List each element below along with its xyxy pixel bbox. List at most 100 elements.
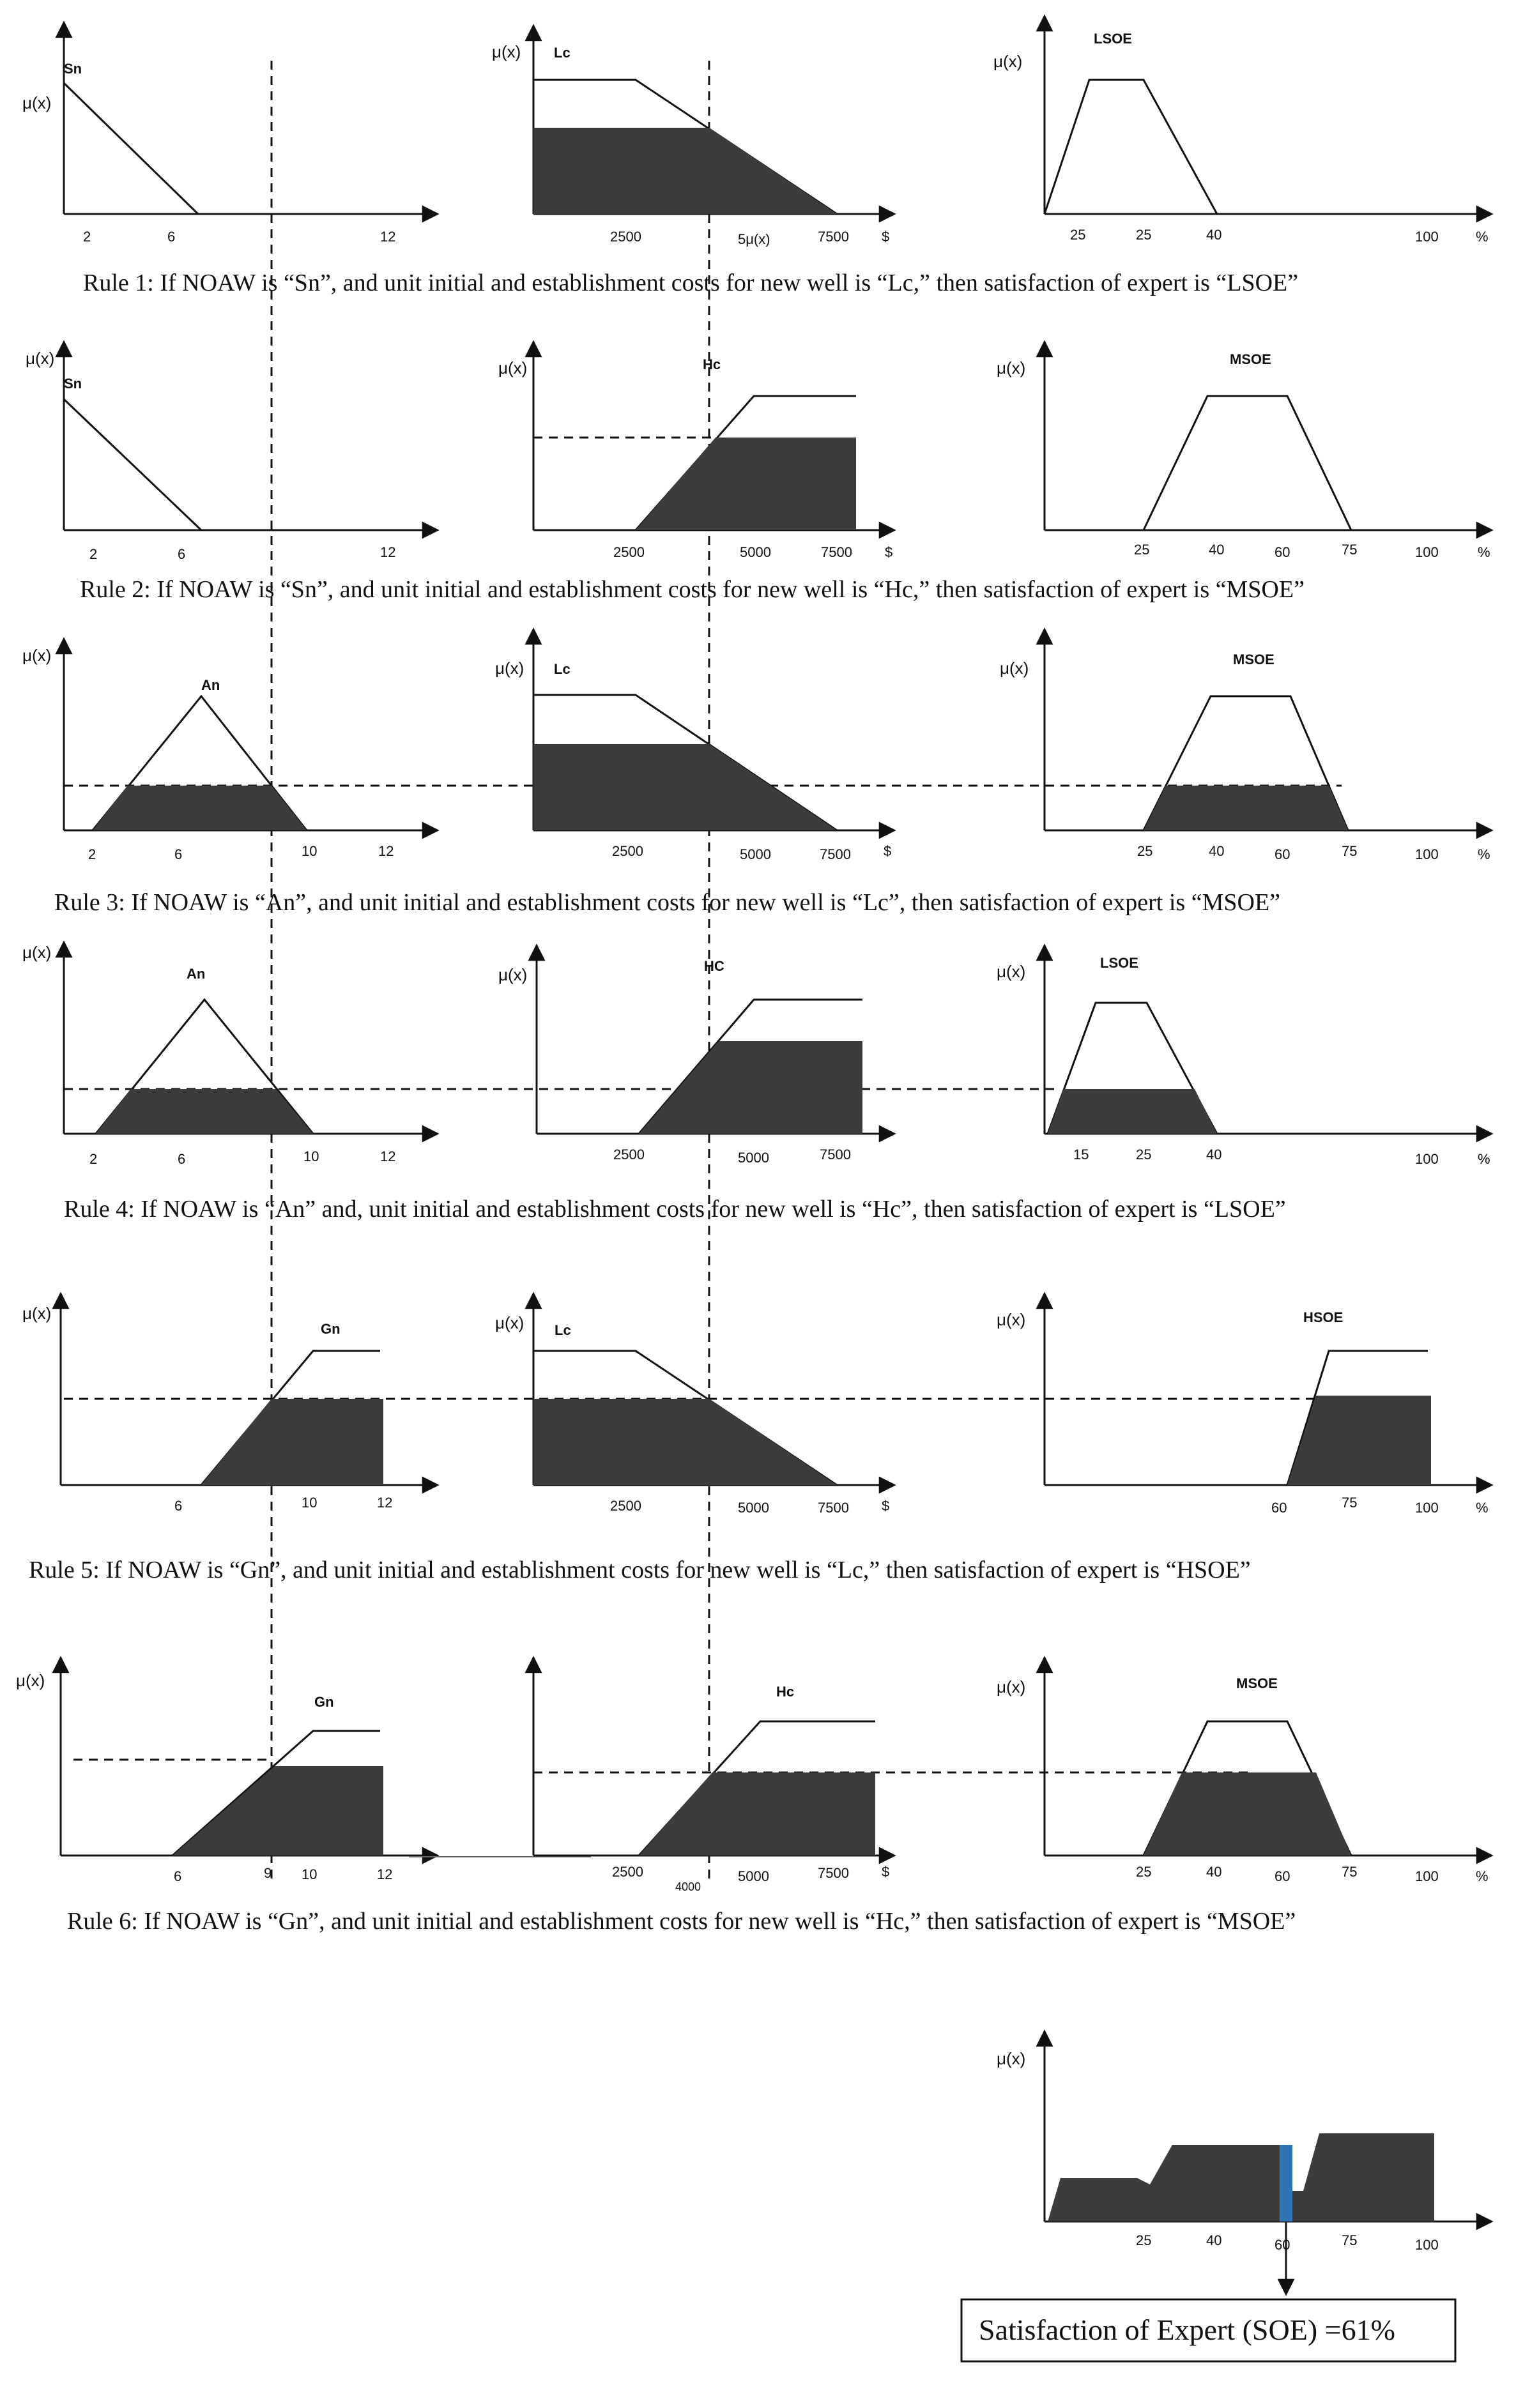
tick-label: 2500	[612, 843, 643, 859]
tick-label: 25	[1136, 2232, 1151, 2248]
y-axis-label: μ(x)	[498, 965, 527, 984]
unit-label: $	[882, 229, 889, 245]
tick-label: 5000	[738, 1500, 769, 1516]
set-label: Lc	[555, 1322, 571, 1338]
clipped-area	[639, 1772, 875, 1856]
rule-caption: Rule 2: If NOAW is “Sn”, and unit initia…	[80, 576, 1305, 603]
tick-label: 40	[1206, 1864, 1221, 1880]
aggregated-area	[1048, 2133, 1434, 2221]
tick-label: 100	[1415, 544, 1439, 560]
set-label: Sn	[64, 376, 82, 392]
set-label: LSOE	[1094, 31, 1132, 47]
tick-label: 75	[1342, 1864, 1357, 1880]
unit-label: $	[882, 1864, 889, 1880]
tick-label: 10	[303, 1148, 319, 1164]
y-axis-label: μ(x)	[495, 1313, 524, 1332]
unit-label: %	[1478, 846, 1490, 862]
tick-label: 25	[1136, 227, 1151, 243]
hc-membership-line	[638, 998, 862, 1134]
rule-5-noaw-chart: μ(x) Gn 6 10 12	[22, 1292, 440, 1514]
aggregate-output-chart: μ(x) 25 40 60 75 100	[997, 2029, 1494, 2296]
tick-label: 25	[1136, 1147, 1151, 1162]
set-label: Lc	[554, 45, 570, 61]
tick-label: 25	[1134, 542, 1149, 558]
rule-caption: Rule 3: If NOAW is “An”, and unit initia…	[54, 889, 1280, 916]
rule-1-cost-chart: μ(x) Lc 2500 5μ(x) 7500 $	[492, 24, 896, 247]
y-axis-label: μ(x)	[495, 659, 524, 678]
tick-label: 75	[1342, 2232, 1357, 2248]
tick-label: 40	[1206, 1147, 1221, 1162]
tick-label: 2	[89, 1151, 97, 1167]
rule-3: μ(x) An 2 6 10 12 μ(x) Lc 2500 5000 7500…	[22, 627, 1494, 916]
tick-label: 7500	[821, 544, 852, 560]
tick-label: 12	[378, 843, 394, 859]
tick-label: 7500	[820, 846, 851, 862]
tick-label: 10	[302, 1866, 317, 1882]
set-label: MSOE	[1236, 1675, 1278, 1691]
tick-label: 7500	[818, 229, 849, 245]
clipped-area	[172, 1766, 383, 1856]
y-axis-label: μ(x)	[997, 962, 1025, 981]
tick-label: 10	[302, 1495, 317, 1511]
clipped-area	[533, 1399, 837, 1485]
msoe-membership-line	[1142, 695, 1349, 831]
rule-1-noaw-chart: μ(x) Sn 2 6 12	[22, 20, 440, 245]
tick-label: 100	[1415, 2237, 1439, 2253]
set-label: Sn	[64, 61, 82, 77]
tick-label: 100	[1415, 1868, 1439, 1884]
set-label: Gn	[314, 1694, 334, 1710]
rule-3-soe-chart: μ(x) MSOE 25 40 60 75 100 %	[1000, 627, 1494, 862]
tick-label: 12	[377, 1866, 392, 1882]
tick-label: 2500	[613, 544, 645, 560]
y-axis-label: μ(x)	[16, 1671, 45, 1690]
tick-label: 5000	[738, 1150, 769, 1166]
tick-label: 2500	[610, 229, 641, 245]
unit-label: $	[885, 544, 892, 560]
y-axis-label: μ(x)	[22, 93, 51, 112]
unit-label: $	[882, 1498, 889, 1514]
rule-3-cost-chart: μ(x) Lc 2500 5000 7500 $	[495, 627, 896, 862]
tick-label: 40	[1209, 542, 1224, 558]
set-label: Hc	[703, 356, 721, 372]
y-axis-label: μ(x)	[498, 358, 527, 377]
set-label: Hc	[776, 1684, 794, 1700]
rule-2-noaw-chart: μ(x) Sn 2 6 12	[26, 340, 440, 562]
tick-label: 12	[377, 1495, 392, 1511]
rule-caption: Rule 4: If NOAW is “An” and, unit initia…	[64, 1196, 1286, 1223]
rule-4-noaw-chart: μ(x) An 2 6 10 12	[22, 940, 440, 1167]
clipped-area	[636, 438, 856, 530]
lsoe-membership-line	[1046, 1002, 1218, 1134]
rule-2-soe-chart: μ(x) MSOE 25 40 60 75 100 %	[997, 340, 1494, 560]
tick-label: 100	[1415, 846, 1439, 862]
tick-label: 25	[1070, 227, 1085, 243]
rule-6-soe-chart: μ(x) MSOE 25 40 60 75 100 %	[997, 1656, 1494, 1884]
y-axis-label: μ(x)	[993, 52, 1022, 71]
tick-label: 5000	[740, 846, 771, 862]
y-axis-label: μ(x)	[492, 42, 521, 61]
unit-label: %	[1476, 1500, 1489, 1516]
rule-3-noaw-chart: μ(x) An 2 6 10 12	[22, 637, 440, 862]
tick-label: 60	[1275, 846, 1290, 862]
tick-label: 6	[178, 546, 185, 562]
set-label: Gn	[321, 1321, 341, 1337]
tick-label: 100	[1415, 1151, 1439, 1167]
unit-label: %	[1476, 1868, 1489, 1884]
tick-label: 12	[380, 1148, 395, 1164]
tick-label: 2	[89, 546, 97, 562]
rule-2-cost-chart: μ(x) Hc 2500 5000 7500 $	[498, 340, 896, 560]
y-axis-label: μ(x)	[997, 1677, 1025, 1696]
y-axis-label: μ(x)	[26, 349, 54, 368]
y-axis-label: μ(x)	[22, 1304, 51, 1323]
result-text: Satisfaction of Expert (SOE) =61%	[979, 2313, 1395, 2346]
tick-label: 60	[1275, 2237, 1290, 2253]
clipped-area	[96, 1089, 313, 1134]
tick-label: 40	[1206, 227, 1221, 243]
tick-label: 60	[1275, 1868, 1290, 1884]
tick-label: 75	[1342, 843, 1357, 859]
tick-label: 60	[1271, 1500, 1287, 1516]
tick-label: 12	[380, 544, 395, 560]
centroid-marker	[1280, 2145, 1292, 2221]
rule-caption: Rule 5: If NOAW is “Gn”, and unit initia…	[29, 1557, 1251, 1583]
tick-label: 60	[1275, 544, 1290, 560]
